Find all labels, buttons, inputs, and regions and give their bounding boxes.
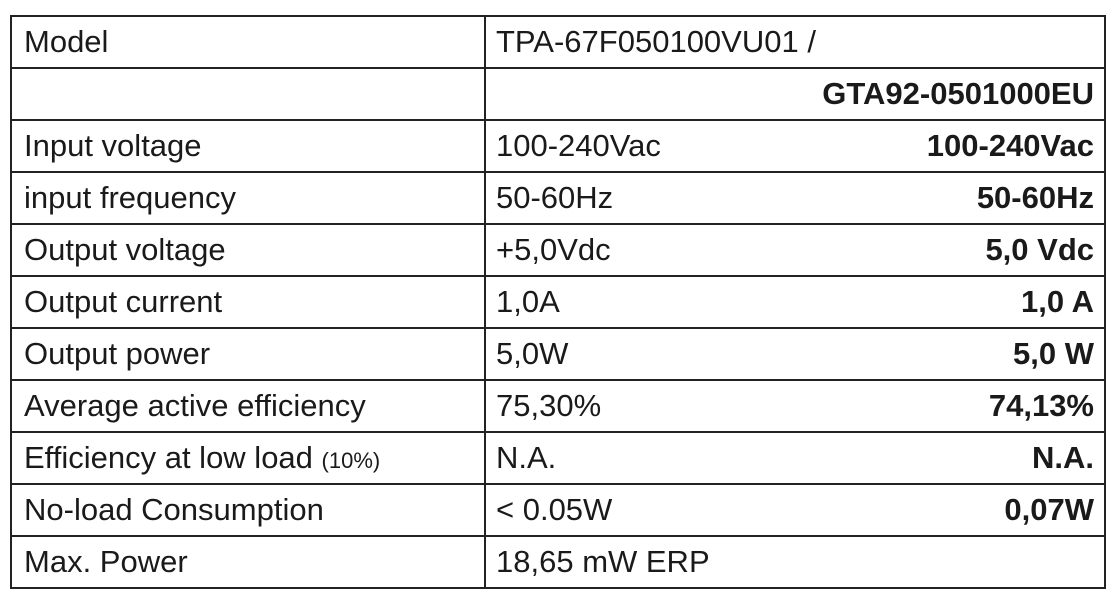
- value-wrap: TPA-67F050100VU01 /: [496, 24, 1094, 60]
- row-label: Output power: [24, 336, 211, 371]
- row-label: Output current: [24, 284, 223, 319]
- value-a: 5,0W: [496, 336, 569, 371]
- value-wrap: < 0.05W 0,07W: [496, 492, 1094, 528]
- row-label: No-load Consumption: [24, 492, 324, 527]
- table-row: No-load Consumption < 0.05W 0,07W: [10, 483, 1106, 537]
- value-wrap: 18,65 mW ERP: [496, 544, 1094, 580]
- value-b: N.A.: [1032, 440, 1094, 475]
- value-b: 100-240Vac: [926, 128, 1094, 163]
- label-cell: Output current: [10, 275, 486, 329]
- table-row: GTA92-0501000EU: [10, 67, 1106, 121]
- value-b: 50-60Hz: [976, 180, 1094, 215]
- label-cell: Efficiency at low load (10%): [10, 431, 486, 485]
- value-a: 18,65 mW ERP: [496, 544, 710, 579]
- row-label: input frequency: [24, 180, 236, 215]
- label-cell: Input voltage: [10, 119, 486, 173]
- label-cell: No-load Consumption: [10, 483, 486, 537]
- table-row: input frequency 50-60Hz 50-60Hz: [10, 171, 1106, 225]
- value-b: 0,07W: [1004, 492, 1094, 527]
- value-wrap: N.A. N.A.: [496, 440, 1094, 476]
- value-a: 50-60Hz: [496, 180, 614, 215]
- label-cell: Average active efficiency: [10, 379, 486, 433]
- value-b: 5,0 W: [1013, 336, 1094, 371]
- value-a: N.A.: [496, 440, 557, 475]
- value-cell: 50-60Hz 50-60Hz: [484, 171, 1106, 225]
- value-wrap: 5,0W 5,0 W: [496, 336, 1094, 372]
- value-b: 1,0 A: [1021, 284, 1094, 319]
- table-row: Max. Power 18,65 mW ERP: [10, 535, 1106, 589]
- label-cell: [10, 67, 486, 121]
- value-a: 1,0A: [496, 284, 560, 319]
- table-row: Model TPA-67F050100VU01 /: [10, 15, 1106, 69]
- value-cell: 18,65 mW ERP: [484, 535, 1106, 589]
- label-cell: Output power: [10, 327, 486, 381]
- value-cell: 75,30% 74,13%: [484, 379, 1106, 433]
- value-cell: +5,0Vdc 5,0 Vdc: [484, 223, 1106, 277]
- value-cell: 100-240Vac 100-240Vac: [484, 119, 1106, 173]
- row-label: Average active efficiency: [24, 388, 366, 423]
- value-wrap: GTA92-0501000EU: [496, 76, 1094, 112]
- row-label: Max. Power: [24, 544, 188, 579]
- table-row: Average active efficiency 75,30% 74,13%: [10, 379, 1106, 433]
- value-cell: 5,0W 5,0 W: [484, 327, 1106, 381]
- row-label: Model: [24, 24, 109, 59]
- value-a: TPA-67F050100VU01 /: [496, 24, 816, 59]
- spec-table: Model TPA-67F050100VU01 /GTA92-0501000EU I…: [10, 15, 1106, 589]
- value-a: +5,0Vdc: [496, 232, 611, 267]
- label-note: (10%): [321, 448, 381, 473]
- table-row: Input voltage 100-240Vac 100-240Vac: [10, 119, 1106, 173]
- value-cell: N.A. N.A.: [484, 431, 1106, 485]
- value-b: 5,0 Vdc: [985, 232, 1094, 267]
- value-cell: TPA-67F050100VU01 /: [484, 15, 1106, 69]
- value-b: GTA92-0501000EU: [822, 76, 1094, 111]
- label-cell: Max. Power: [10, 535, 486, 589]
- value-wrap: 100-240Vac 100-240Vac: [496, 128, 1094, 164]
- row-label: Efficiency at low load: [24, 440, 313, 475]
- value-wrap: 50-60Hz 50-60Hz: [496, 180, 1094, 216]
- value-cell: 1,0A 1,0 A: [484, 275, 1106, 329]
- value-wrap: +5,0Vdc 5,0 Vdc: [496, 232, 1094, 268]
- row-label: Output voltage: [24, 232, 226, 267]
- table-row: Output current 1,0A 1,0 A: [10, 275, 1106, 329]
- table-row: Output power 5,0W 5,0 W: [10, 327, 1106, 381]
- value-b: 74,13%: [988, 388, 1094, 423]
- value-cell: GTA92-0501000EU: [484, 67, 1106, 121]
- table-row: Efficiency at low load (10%) N.A. N.A.: [10, 431, 1106, 485]
- label-cell: Model: [10, 15, 486, 69]
- value-a: 75,30%: [496, 388, 602, 423]
- value-a: 100-240Vac: [496, 128, 661, 163]
- label-cell: input frequency: [10, 171, 486, 225]
- table-row: Output voltage +5,0Vdc 5,0 Vdc: [10, 223, 1106, 277]
- value-wrap: 1,0A 1,0 A: [496, 284, 1094, 320]
- row-label: Input voltage: [24, 128, 202, 163]
- value-a: < 0.05W: [496, 492, 613, 527]
- value-wrap: 75,30% 74,13%: [496, 388, 1094, 424]
- label-cell: Output voltage: [10, 223, 486, 277]
- value-cell: < 0.05W 0,07W: [484, 483, 1106, 537]
